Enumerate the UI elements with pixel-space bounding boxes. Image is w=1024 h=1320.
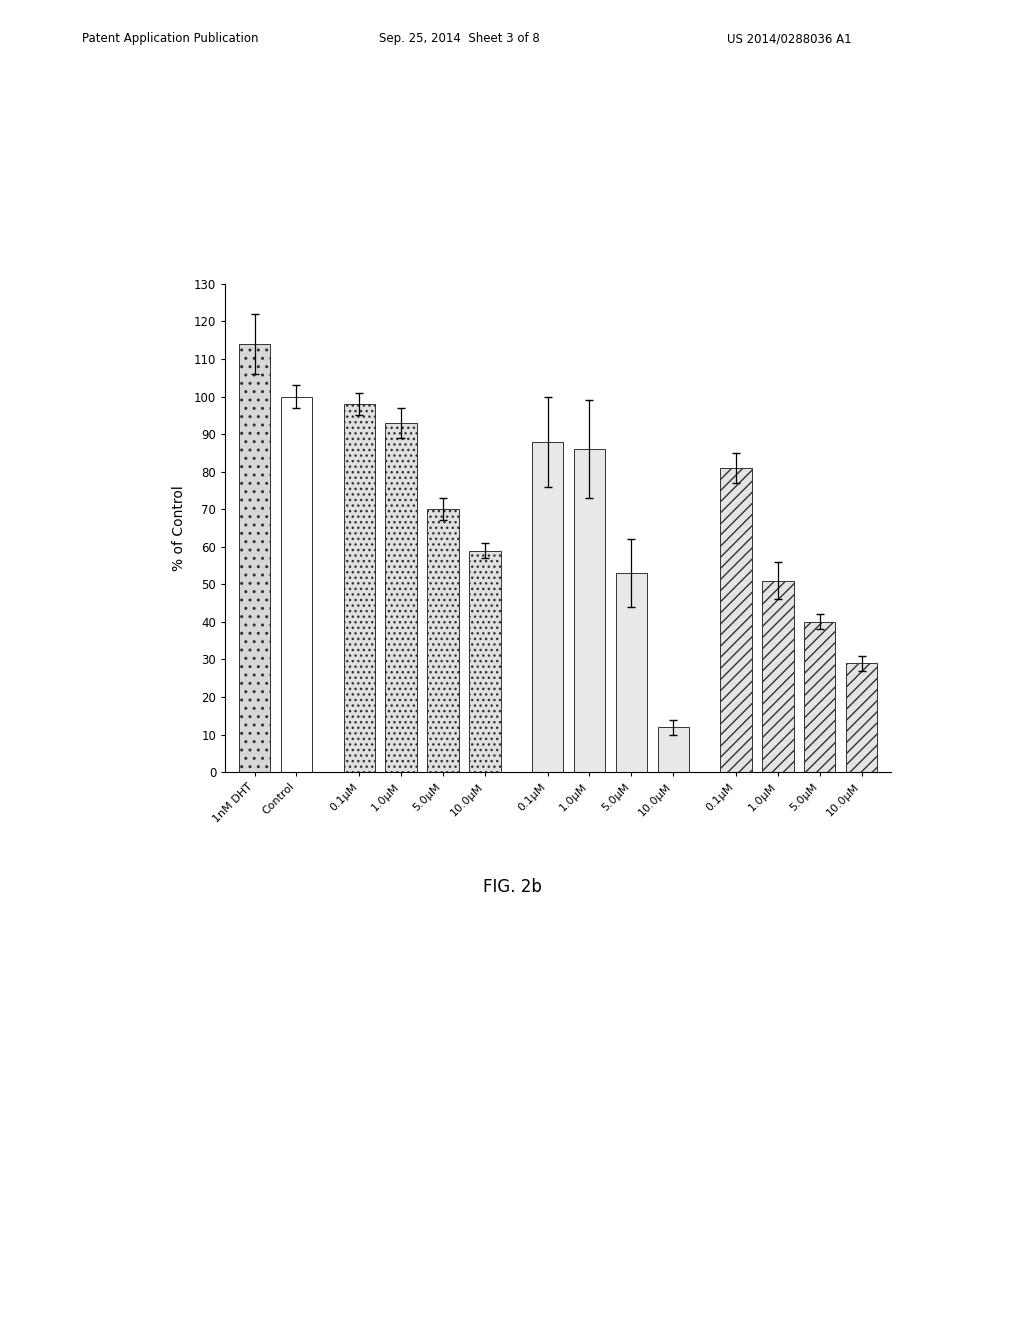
Bar <box>762 581 794 772</box>
Bar <box>239 345 270 772</box>
Bar <box>720 467 752 772</box>
Text: FIG. 2b: FIG. 2b <box>482 878 542 896</box>
Bar <box>531 442 563 772</box>
Bar <box>573 449 605 772</box>
Bar <box>657 727 689 772</box>
Bar <box>469 550 501 772</box>
Text: Sep. 25, 2014  Sheet 3 of 8: Sep. 25, 2014 Sheet 3 of 8 <box>379 32 540 45</box>
Y-axis label: % of Control: % of Control <box>172 486 185 570</box>
Bar <box>385 422 417 772</box>
Bar <box>615 573 647 772</box>
Text: Patent Application Publication: Patent Application Publication <box>82 32 258 45</box>
Bar <box>281 396 312 772</box>
Bar <box>804 622 836 772</box>
Bar <box>846 663 878 772</box>
Bar <box>343 404 375 772</box>
Text: US 2014/0288036 A1: US 2014/0288036 A1 <box>727 32 852 45</box>
Bar <box>427 510 459 772</box>
